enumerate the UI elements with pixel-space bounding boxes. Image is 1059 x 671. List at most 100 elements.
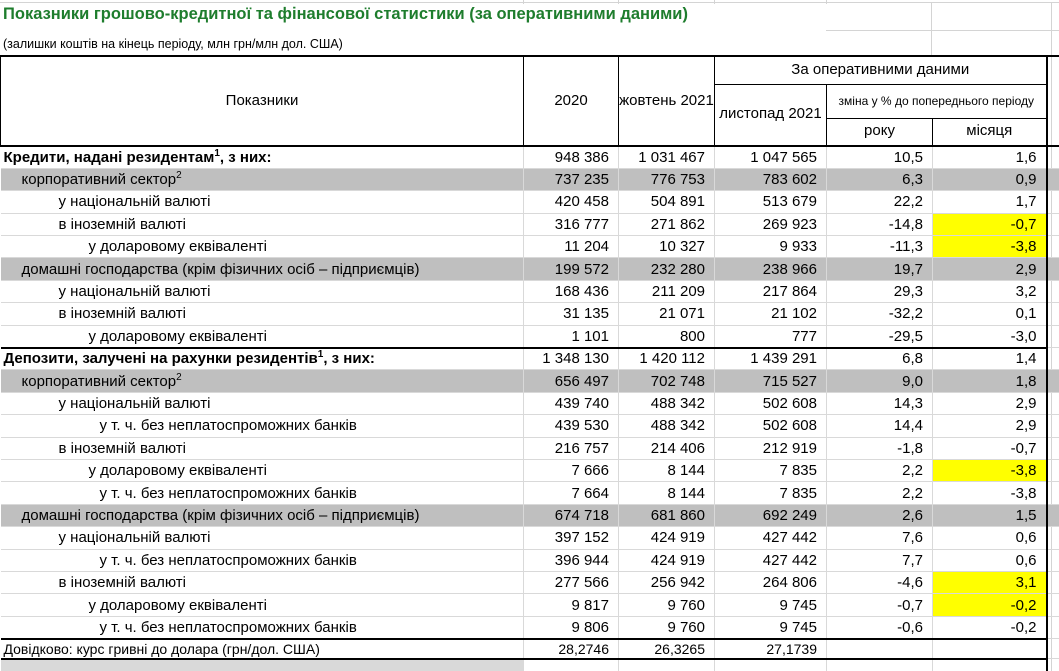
value-cell <box>826 658 933 671</box>
value-cell: 9 817 <box>523 593 619 617</box>
table-row: у доларовому еквіваленті 11 204 10 327 9 93… <box>0 235 1059 259</box>
value-cell <box>523 658 619 671</box>
row-label: у доларовому еквіваленті <box>0 459 524 483</box>
row-label: в іноземній валюті <box>0 571 524 595</box>
row-label: в іноземній валюті <box>0 213 524 237</box>
value-cell: 199 572 <box>523 257 619 281</box>
value-cell: 14,4 <box>826 414 933 438</box>
table-row: у доларовому еквіваленті 9 817 9 760 9 745-… <box>0 593 1059 617</box>
table-row: корпоративний сектор2 737 235 776 753 783 6… <box>0 168 1059 192</box>
sheet-edge-cell <box>1045 638 1059 660</box>
header-october-2021: жовтень 2021 <box>618 55 715 147</box>
value-cell: 9,0 <box>826 369 933 393</box>
value-cell: -4,6 <box>826 571 933 595</box>
table-row: у т. ч. без неплатоспроможних банків 9 80… <box>0 616 1059 640</box>
row-label <box>0 658 524 671</box>
table-row: в іноземній валюті 31 135 21 071 21 102 -32,… <box>0 302 1059 326</box>
value-cell: -0,6 <box>826 616 933 640</box>
value-cell: 212 919 <box>714 437 827 460</box>
row-label: у доларовому еквіваленті <box>0 235 524 259</box>
table-row: в іноземній валюті 216 757 214 406 212 919-… <box>0 437 1059 460</box>
value-cell: 214 406 <box>618 437 715 460</box>
value-cell: 0,9 <box>932 168 1048 192</box>
value-cell <box>826 637 933 660</box>
table-row: у т. ч. без неплатоспроможних банків 7 66… <box>0 481 1059 505</box>
value-cell: 783 602 <box>714 168 827 192</box>
value-cell: 31 135 <box>523 302 619 326</box>
value-cell: 8 144 <box>618 481 715 505</box>
value-cell: 10,5 <box>826 146 933 169</box>
value-cell: 396 944 <box>523 549 619 572</box>
table-header: Показники 2020 жовтень 2021 За оперативн… <box>0 55 1059 147</box>
sheet-gridline-vertical <box>931 2 932 55</box>
row-label: у доларовому еквіваленті <box>0 325 524 349</box>
value-cell: 948 386 <box>523 146 619 169</box>
value-cell: 2,9 <box>932 257 1048 281</box>
table-row: у національній валюті 439 740 488 342 502 6… <box>0 392 1059 416</box>
value-cell: 776 753 <box>618 168 715 192</box>
sheet-edge-cell <box>1045 347 1059 371</box>
sheet-edge-cell <box>1045 481 1059 505</box>
row-label: Довідково: курс гривні до долара (грн/до… <box>0 637 524 660</box>
table-row: у доларовому еквіваленті 7 666 8 144 7 835 2… <box>0 459 1059 483</box>
value-cell: 0,6 <box>932 549 1048 572</box>
value-cell: 3,1 <box>932 571 1048 595</box>
value-cell: 737 235 <box>523 168 619 192</box>
value-cell: -0,7 <box>826 593 933 617</box>
value-cell: 777 <box>714 325 827 349</box>
value-cell: 22,2 <box>826 190 933 214</box>
sheet-edge-cell <box>1045 392 1059 416</box>
row-label: в іноземній валюті <box>0 437 524 460</box>
value-cell: 6,3 <box>826 168 933 192</box>
value-cell: -14,8 <box>826 213 933 237</box>
value-cell: 21 102 <box>714 302 827 326</box>
value-cell: 488 342 <box>618 392 715 416</box>
value-cell: 2,9 <box>932 392 1048 416</box>
row-label: в іноземній валюті <box>0 302 524 326</box>
value-cell: -11,3 <box>826 235 933 259</box>
header-november-2021: листопад 2021 <box>714 83 827 147</box>
value-cell: 9 760 <box>618 616 715 640</box>
value-cell: 2,2 <box>826 459 933 483</box>
value-cell: -29,5 <box>826 325 933 349</box>
page-title: Показники грошово-кредитної та фінансово… <box>3 5 688 23</box>
row-label: у національній валюті <box>0 190 524 214</box>
value-cell: 7,7 <box>826 549 933 572</box>
sheet-edge-cell <box>1045 526 1059 550</box>
row-label: у т. ч. без неплатоспроможних банків <box>0 616 524 640</box>
value-cell: 7 835 <box>714 481 827 505</box>
value-cell: -0,7 <box>932 437 1048 460</box>
value-cell: 14,3 <box>826 392 933 416</box>
value-cell: 424 919 <box>618 526 715 550</box>
value-cell: 1 420 112 <box>618 346 715 371</box>
value-cell: 427 442 <box>714 526 827 550</box>
statistics-table: Показники 2020 жовтень 2021 За оперативн… <box>0 55 1059 671</box>
value-cell: 316 777 <box>523 213 619 237</box>
sheet-gridline-top <box>0 2 1059 3</box>
value-cell: 6,8 <box>826 346 933 371</box>
value-cell: 674 718 <box>523 504 619 528</box>
value-cell: -0,2 <box>932 593 1048 617</box>
value-cell: 424 919 <box>618 549 715 572</box>
row-label: у національній валюті <box>0 392 524 416</box>
header-change-percent: зміна у % до попереднього періоду <box>825 83 1048 119</box>
table-row: домашні господарства (крім фізичних осіб… <box>0 504 1059 528</box>
row-label: у т. ч. без неплатоспроможних банків <box>0 414 524 438</box>
row-label: Депозити, залучені на рахунки резидентів… <box>0 346 524 371</box>
header-2020: 2020 <box>523 55 619 147</box>
header-month: місяця <box>931 117 1048 147</box>
value-cell: 692 249 <box>714 504 827 528</box>
value-cell <box>932 637 1048 660</box>
table-body: Кредити, надані резидентам1, з них: 948 3… <box>0 146 1059 671</box>
sheet-edge-cell <box>1045 414 1059 438</box>
value-cell: 9 745 <box>714 593 827 617</box>
sheet-gridline-stub <box>826 0 827 4</box>
value-cell: -1,8 <box>826 437 933 460</box>
table-row: у т. ч. без неплатоспроможних банків 396 … <box>0 549 1059 572</box>
value-cell: 715 527 <box>714 369 827 393</box>
value-cell: 513 679 <box>714 190 827 214</box>
table-row: Довідково: курс гривні до долара (грн/до… <box>0 637 1059 660</box>
value-cell: 211 209 <box>618 280 715 304</box>
value-cell: 502 608 <box>714 414 827 438</box>
value-cell: 19,7 <box>826 257 933 281</box>
